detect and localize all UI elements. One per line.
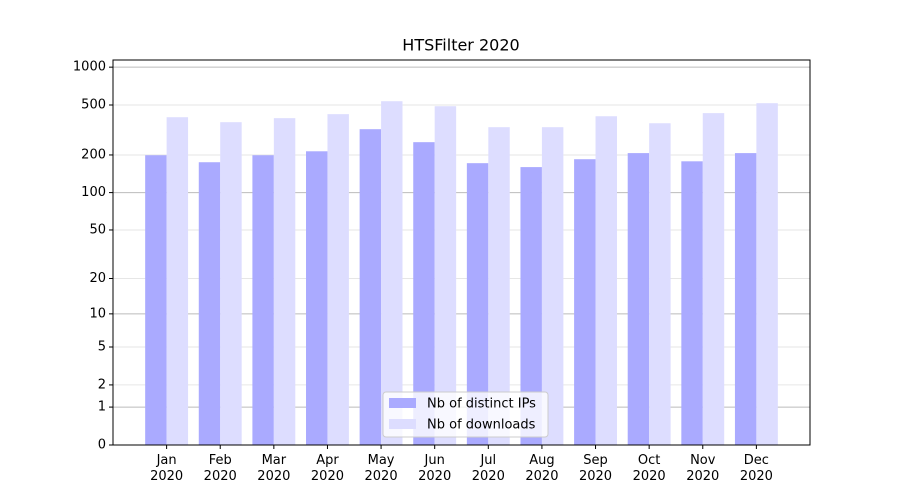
chart-title: HTSFilter 2020 xyxy=(402,36,519,55)
bar xyxy=(166,117,189,445)
bar xyxy=(649,123,671,445)
bar xyxy=(220,122,242,445)
bar xyxy=(434,106,457,445)
bar xyxy=(702,113,725,445)
bar xyxy=(273,118,296,446)
x-tick-label: Jan 2020 xyxy=(150,453,184,484)
y-tick-label: 200 xyxy=(81,147,106,162)
bar xyxy=(252,155,274,445)
y-tick-label: 50 xyxy=(89,222,106,237)
bar xyxy=(541,127,564,445)
y-tick-label: 5 xyxy=(98,340,106,355)
x-tick-label: Sep 2020 xyxy=(578,453,613,484)
bar xyxy=(681,161,703,445)
bar xyxy=(306,151,328,446)
x-tick-label: Dec 2020 xyxy=(739,453,773,484)
x-tick-label: Jul 2020 xyxy=(471,453,505,484)
x-tick-label: Feb 2020 xyxy=(203,453,237,484)
legend: Nb of distinct IPs Nb of downloads xyxy=(382,391,549,438)
x-tick-label: Apr 2020 xyxy=(310,453,344,484)
x-tick-label: Oct 2020 xyxy=(632,453,666,484)
y-tick-label: 500 xyxy=(81,98,106,113)
x-tick-label: Aug 2020 xyxy=(525,453,559,484)
y-tick-label: 0 xyxy=(98,438,106,453)
x-tick-label: Jun 2020 xyxy=(418,453,452,484)
bar xyxy=(574,159,596,445)
bar xyxy=(327,114,349,446)
bar xyxy=(198,162,221,445)
bar xyxy=(413,142,435,445)
x-tick-label: May 2020 xyxy=(364,453,398,484)
y-tick-label: 100 xyxy=(81,185,106,200)
bar xyxy=(488,127,510,445)
legend-swatch xyxy=(389,398,416,408)
x-tick-label: Nov 2020 xyxy=(686,453,720,484)
x-tick-label: Mar 2020 xyxy=(257,453,291,484)
bar xyxy=(520,167,542,445)
legend-label: Nb of downloads xyxy=(427,418,536,433)
bar xyxy=(145,155,167,445)
bar xyxy=(595,116,617,445)
y-tick-label: 10 xyxy=(89,306,106,321)
legend-label: Nb of distinct IPs xyxy=(427,397,536,412)
bar xyxy=(381,101,403,445)
legend-swatch xyxy=(389,419,416,429)
y-tick-label: 20 xyxy=(89,271,106,286)
legend-box xyxy=(382,391,549,438)
bar xyxy=(359,129,382,446)
y-tick-label: 2 xyxy=(98,377,106,392)
y-tick-label: 1 xyxy=(98,400,106,415)
y-tick-label: 1000 xyxy=(73,60,106,75)
bar xyxy=(627,153,650,446)
bar xyxy=(756,103,778,445)
bar xyxy=(466,163,489,445)
axes-frame xyxy=(112,59,811,446)
bar xyxy=(734,153,757,446)
